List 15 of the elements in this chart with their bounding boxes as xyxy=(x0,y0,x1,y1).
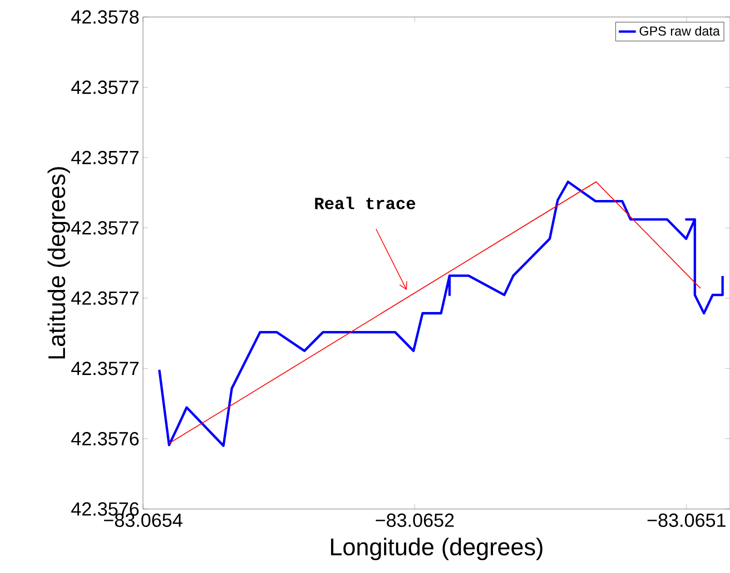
y-tick-label: 42.3577 xyxy=(71,362,139,376)
x-tick-label: −83.0654 xyxy=(104,514,182,527)
x-tick-label: −83.0652 xyxy=(376,514,454,527)
legend-label: GPS raw data xyxy=(640,26,720,36)
y-tick-label: 42.3576 xyxy=(71,502,139,516)
y-tick-label: 42.3576 xyxy=(71,432,139,446)
x-tick-label: −83.0651 xyxy=(648,514,726,527)
y-tick-label: 42.3577 xyxy=(71,291,139,305)
y-tick-label: 42.3577 xyxy=(71,80,139,94)
y-tick-label: 42.3577 xyxy=(71,221,139,235)
y-tick-label: 42.3577 xyxy=(71,150,139,164)
y-axis-title: Latitude (degrees) xyxy=(48,167,70,358)
x-axis-title: Longitude (degrees) xyxy=(331,538,542,560)
annotation: Real trace xyxy=(315,196,416,210)
y-tick-label: 42.3578 xyxy=(71,10,139,24)
